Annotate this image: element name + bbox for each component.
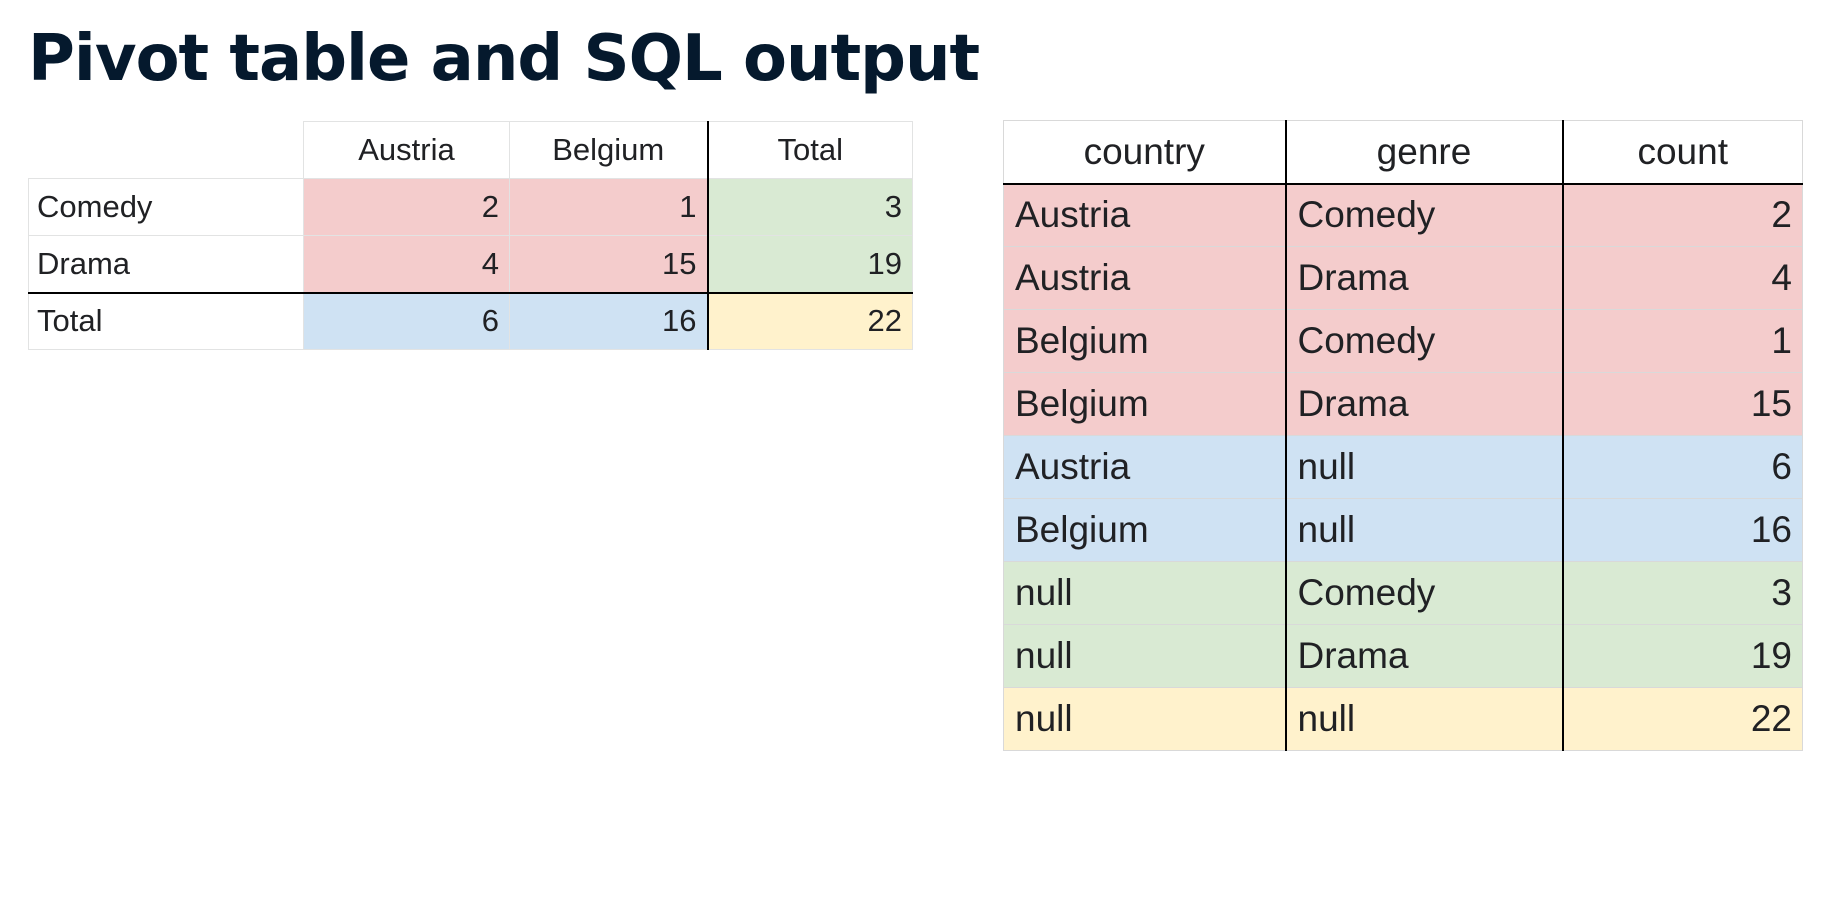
sql-cell-genre: Comedy [1284,309,1564,373]
sql-col-header-count: count [1562,120,1803,185]
pivot-header-row: Austria Belgium Total [28,121,913,179]
sql-cell-count: 6 [1562,435,1803,499]
sql-cell-count: 1 [1562,309,1803,373]
pivot-cell: 6 [303,291,510,350]
sql-row: null null 22 [1003,687,1803,751]
pivot-cell: 16 [509,291,708,350]
pivot-corner-cell [28,121,304,179]
sql-cell-genre: null [1284,435,1564,499]
sql-cell-genre: Drama [1284,624,1564,688]
sql-cell-count: 2 [1562,183,1803,247]
sql-cell-count: 15 [1562,372,1803,436]
sql-cell-genre: Drama [1284,372,1564,436]
sql-cell-country: Belgium [1003,309,1286,373]
pivot-col-header: Austria [303,121,510,179]
sql-cell-genre: null [1284,498,1564,562]
pivot-row: Comedy 2 1 3 [28,178,913,236]
sql-cell-country: null [1003,561,1286,625]
pivot-cell: 22 [706,291,913,350]
sql-cell-count: 22 [1562,687,1803,751]
sql-cell-genre: Comedy [1284,561,1564,625]
sql-row: Belgium null 16 [1003,498,1803,562]
sql-row: Belgium Comedy 1 [1003,309,1803,373]
sql-row: Austria Drama 4 [1003,246,1803,310]
sql-row: Austria null 6 [1003,435,1803,499]
sql-cell-genre: null [1284,687,1564,751]
sql-cell-count: 19 [1562,624,1803,688]
sql-cell-count: 3 [1562,561,1803,625]
sql-row: Austria Comedy 2 [1003,183,1803,247]
pivot-table: Austria Belgium Total Comedy 2 1 3 Drama… [28,121,913,350]
pivot-cell: 15 [509,235,708,293]
sql-row: null Comedy 3 [1003,561,1803,625]
pivot-cell: 1 [509,178,708,236]
page-title: Pivot table and SQL output [28,22,980,96]
sql-cell-country: null [1003,687,1286,751]
sql-cell-country: Belgium [1003,372,1286,436]
pivot-row: Drama 4 15 19 [28,235,913,293]
pivot-row-label: Total [28,291,304,350]
sql-row: Belgium Drama 15 [1003,372,1803,436]
sql-cell-country: Austria [1003,183,1286,247]
pivot-col-header: Total [706,121,913,179]
pivot-cell: 4 [303,235,510,293]
sql-col-header-genre: genre [1284,120,1564,185]
pivot-total-row: Total 6 16 22 [28,291,913,350]
sql-output-table: country genre count Austria Comedy 2 Austri… [1003,120,1803,751]
pivot-row-label: Comedy [28,178,304,236]
pivot-cell: 2 [303,178,510,236]
sql-cell-country: Belgium [1003,498,1286,562]
sql-cell-country: Austria [1003,246,1286,310]
sql-cell-genre: Comedy [1284,183,1564,247]
sql-col-header-country: country [1003,120,1286,185]
sql-header-row: country genre count [1003,120,1803,185]
sql-cell-country: Austria [1003,435,1286,499]
sql-row: null Drama 19 [1003,624,1803,688]
sql-cell-genre: Drama [1284,246,1564,310]
pivot-cell: 19 [706,235,913,293]
pivot-col-header: Belgium [509,121,708,179]
pivot-cell: 3 [706,178,913,236]
sql-cell-count: 4 [1562,246,1803,310]
sql-cell-count: 16 [1562,498,1803,562]
pivot-row-label: Drama [28,235,304,293]
sql-cell-country: null [1003,624,1286,688]
